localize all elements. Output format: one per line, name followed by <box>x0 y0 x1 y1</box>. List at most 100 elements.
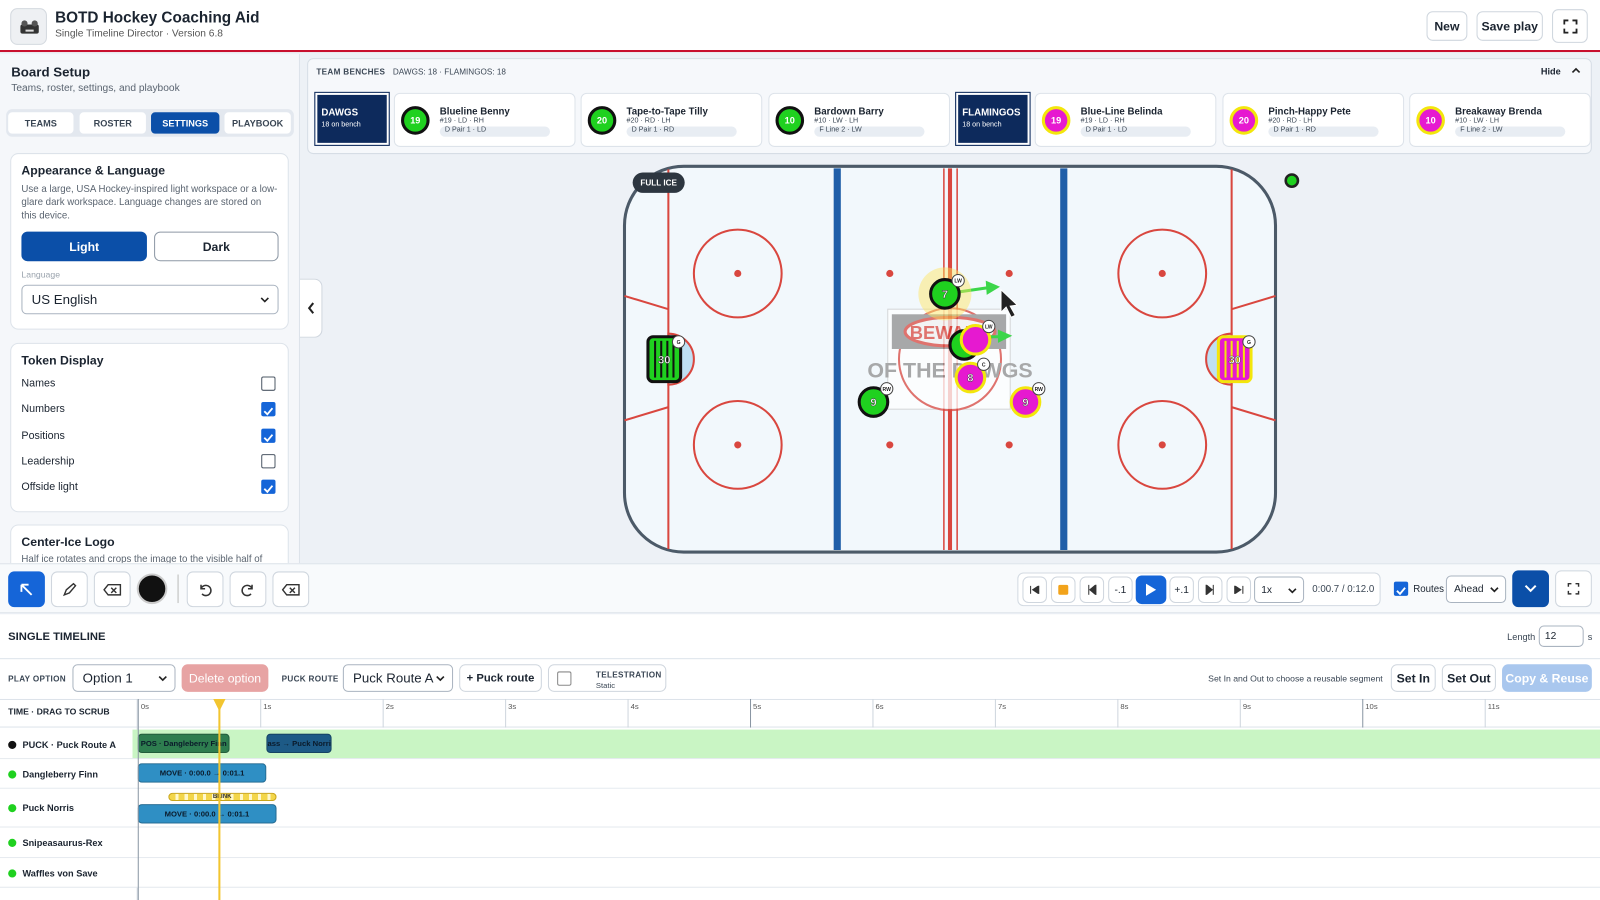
player-details: #20 · RD · LH <box>626 117 671 125</box>
new-button[interactable]: New <box>1426 11 1468 41</box>
icon <box>1145 583 1157 596</box>
option-checkbox[interactable] <box>261 376 276 391</box>
player-role: D Pair 1 · RD <box>626 126 737 137</box>
select-tool[interactable] <box>8 571 45 608</box>
fullscreen-button[interactable] <box>1552 9 1588 43</box>
logo-text: OF THE DAWGS <box>867 359 1032 383</box>
length-input[interactable]: 12 <box>1538 625 1584 647</box>
player-card[interactable]: 19 Blueline Benny #19 · LD · RH D Pair 1 · … <box>393 92 576 147</box>
player-card[interactable]: 20 Tape-to-Tape Tilly #20 · RD · LH D Pair … <box>580 92 763 147</box>
nudge-back[interactable]: -.1 <box>1108 576 1133 604</box>
token <box>929 278 961 310</box>
player-details: #19 · LD · RH <box>439 117 484 125</box>
checkbox[interactable] <box>557 671 572 686</box>
to-end[interactable] <box>1226 576 1252 604</box>
playhead-handle[interactable] <box>213 698 226 712</box>
set-in[interactable]: Set In <box>1390 664 1436 692</box>
routes-checkbox[interactable] <box>1393 581 1409 596</box>
clip[interactable]: BLINK <box>168 792 277 802</box>
set-out[interactable]: Set Out <box>1441 664 1496 692</box>
track-row: Waffles von Save <box>0 858 1600 888</box>
player-token: 10 <box>775 106 805 135</box>
token-number: 30 <box>658 354 670 366</box>
app-subtitle: Single Timeline Director · Version 6.8 <box>55 28 223 40</box>
position-badge <box>1242 335 1256 349</box>
nudge-forward[interactable]: +.1 <box>1169 576 1194 604</box>
puck-route-select[interactable]: Puck Route A <box>342 664 454 692</box>
check <box>263 407 274 416</box>
clip[interactable]: POS · Dangleberry Finn <box>137 733 230 754</box>
tab[interactable]: ROSTER <box>79 112 146 134</box>
tab[interactable]: TEAMS <box>8 112 74 134</box>
track-row: PUCK · Puck Route A POS · Dangleberry Fin… <box>0 729 1600 760</box>
save-button[interactable]: Save play <box>1476 11 1543 41</box>
tick-line <box>1239 698 1241 728</box>
language-select[interactable]: US English <box>21 284 279 315</box>
handle[interactable] <box>1284 173 1300 189</box>
clip[interactable]: MOVE · 0:00.0 → 0:01.1 <box>137 804 277 824</box>
redo-button[interactable] <box>229 571 267 608</box>
step-forward[interactable] <box>1197 576 1223 604</box>
player-token: 19 <box>1041 106 1071 135</box>
player-role: D Pair 1 · LD <box>1080 126 1191 137</box>
step-back[interactable] <box>1079 576 1105 604</box>
tab[interactable]: SETTINGS <box>151 112 220 134</box>
option-label: Offside light <box>21 480 78 494</box>
option-checkbox[interactable] <box>261 402 276 417</box>
erase-tool[interactable] <box>93 571 131 608</box>
color-picker[interactable] <box>136 573 168 605</box>
light-button[interactable]: Light <box>21 231 147 262</box>
hide-button[interactable]: Hide <box>1540 66 1561 77</box>
option-checkbox[interactable] <box>261 453 276 469</box>
clip[interactable]: MOVE · 0:00.0 → 0:01.1 <box>137 763 267 783</box>
track-dot <box>8 868 17 878</box>
team-block: DAWGS 18 on bench <box>314 91 390 146</box>
option-checkbox[interactable] <box>261 428 276 443</box>
route-mode-select[interactable]: Ahead <box>1445 575 1507 604</box>
to-start[interactable] <box>1022 576 1047 604</box>
clip-label: BLINK <box>212 793 232 800</box>
track-row: Snipeasaurus-Rex <box>0 827 1600 859</box>
player-card[interactable]: 20 Pinch-Happy Pete #20 · RD · LH D Pair 1 … <box>1222 92 1405 147</box>
separator <box>177 574 179 604</box>
token-number: 9 <box>1022 397 1028 409</box>
rewind[interactable] <box>1051 576 1076 604</box>
token-number: 8 <box>967 373 973 385</box>
speed-select[interactable]: 1x <box>1254 576 1305 604</box>
expand-timeline[interactable] <box>1512 570 1549 608</box>
copy-reuse[interactable]: Copy & Reuse <box>1502 664 1592 692</box>
draw-tool[interactable] <box>51 571 88 608</box>
chevron <box>1288 588 1297 594</box>
tab[interactable]: PLAYBOOK <box>224 112 291 134</box>
clip-label: POS · Dangleberry Finn <box>140 738 227 748</box>
dark-button[interactable]: Dark <box>154 231 279 262</box>
clip[interactable]: Pass → Puck Norris <box>266 733 332 754</box>
playhead[interactable] <box>218 698 221 900</box>
chevron <box>1571 67 1581 74</box>
token <box>1009 386 1042 418</box>
clear-button[interactable] <box>272 571 310 608</box>
option-checkbox[interactable] <box>261 479 276 495</box>
play-option-select[interactable]: Option 1 <box>72 664 176 692</box>
bench-label: TEAM BENCHES <box>316 67 386 77</box>
faceoff-dots <box>734 269 1166 449</box>
delete-option[interactable]: Delete option <box>181 664 269 692</box>
length-label: Length <box>1507 631 1536 642</box>
icon <box>200 584 212 596</box>
chevron <box>158 675 167 682</box>
token <box>857 386 890 418</box>
track-dot <box>8 804 17 813</box>
add-puck-route[interactable]: + Puck route <box>459 664 542 692</box>
telestration-toggle[interactable]: TELESTRATION Static <box>547 664 667 692</box>
fullscreen-rink[interactable] <box>1555 570 1592 608</box>
play-button[interactable] <box>1135 575 1167 605</box>
player-card[interactable]: 10 Bardown Barry #10 · LW · LH F Line 2 · L… <box>768 92 950 147</box>
track-name: Puck Norris <box>22 803 75 814</box>
undo-button[interactable] <box>186 571 224 608</box>
card-description: Half ice rotates and crops the image to … <box>21 554 263 564</box>
player-card[interactable]: 19 Blue-Line Belinda #19 · LD · RH D Pair 1… <box>1034 92 1217 147</box>
hint: Set In and Out to choose a reusable segm… <box>1208 673 1383 684</box>
collapse-sidebar[interactable] <box>299 278 323 338</box>
player-card[interactable]: 10 Breakaway Brenda #10 · LW · LH F Line 2 … <box>1409 92 1591 147</box>
